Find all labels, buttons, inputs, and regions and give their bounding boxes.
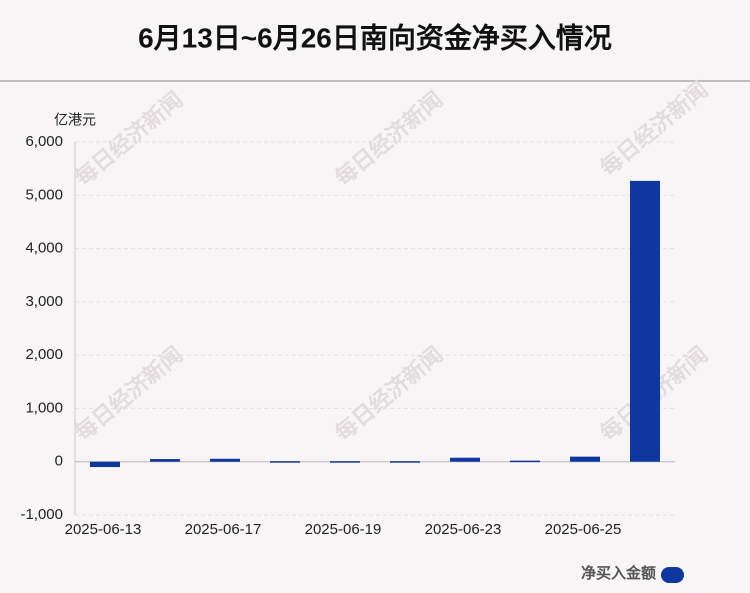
bar (630, 180, 660, 462)
y-tick-label: 3,000 (25, 293, 63, 310)
legend-swatch (661, 567, 684, 583)
legend-label: 净买入金额 (581, 564, 656, 582)
bar (210, 458, 240, 462)
chart-title: 6月13日~6月26日南向资金净买入情况 (138, 21, 612, 53)
x-tick-label: 2025-06-19 (305, 521, 382, 538)
x-tick-label: 2025-06-25 (545, 521, 622, 538)
y-axis-label: 亿港元 (54, 112, 96, 128)
x-tick-label: 2025-06-17 (185, 521, 262, 538)
bar (270, 461, 300, 463)
y-tick-label: 5,000 (25, 186, 63, 203)
bar (150, 459, 180, 462)
bar (510, 460, 540, 463)
y-tick-label: -1,000 (20, 506, 63, 523)
bar (90, 461, 120, 468)
y-tick-label: 1,000 (25, 399, 63, 416)
bar (330, 461, 360, 463)
x-tick-label: 2025-06-23 (425, 521, 502, 538)
x-tick-label: 2025-06-13 (65, 521, 142, 538)
y-tick-label: 0 (55, 453, 63, 470)
bar (390, 461, 420, 463)
y-tick-label: 6,000 (25, 133, 63, 150)
y-tick-label: 2,000 (25, 346, 63, 363)
bar (450, 457, 480, 462)
y-tick-label: 4,000 (25, 240, 63, 257)
bar (570, 456, 600, 462)
